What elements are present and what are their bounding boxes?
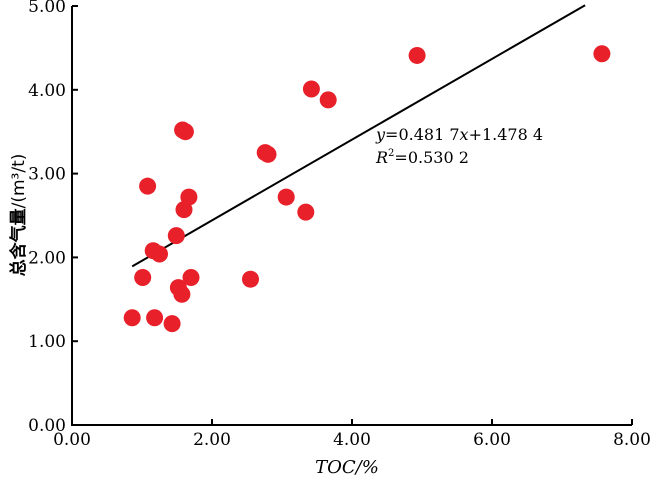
data-point bbox=[134, 269, 152, 287]
x-tick-label: 4.00 bbox=[333, 430, 371, 450]
data-point bbox=[139, 177, 157, 195]
y-axis-label: 总含气量/(m³/t) bbox=[8, 154, 29, 277]
data-point bbox=[297, 203, 315, 221]
fit-line bbox=[131, 4, 586, 268]
data-point bbox=[259, 145, 277, 163]
x-axis-label: TOC/% bbox=[315, 457, 379, 478]
regression-equation: y=0.481 7x+1.478 4 bbox=[375, 125, 543, 144]
eq-part1: =0.481 7 bbox=[385, 125, 459, 144]
eq-y-var: y bbox=[375, 125, 386, 144]
data-point bbox=[277, 188, 295, 206]
data-point bbox=[408, 46, 426, 64]
x-tick-label: 6.00 bbox=[473, 430, 511, 450]
y-tick-label: 1.00 bbox=[28, 332, 66, 352]
eq-x-var: x bbox=[460, 125, 469, 144]
y-tick-label: 2.00 bbox=[28, 248, 66, 268]
y-axis-label-main: 总含气量 bbox=[8, 208, 29, 276]
x-tick-label: 8.00 bbox=[613, 430, 650, 450]
r-value: =0.530 2 bbox=[394, 148, 468, 167]
data-point bbox=[167, 227, 185, 245]
y-tick-label: 3.00 bbox=[28, 165, 66, 185]
x-tick-label: 2.00 bbox=[193, 430, 231, 450]
data-point bbox=[163, 315, 181, 333]
y-axis-label-unit: /(m³/t) bbox=[9, 154, 29, 209]
data-point bbox=[242, 270, 259, 288]
data-point bbox=[151, 245, 168, 263]
data-point bbox=[182, 269, 200, 287]
data-point bbox=[123, 309, 141, 327]
data-point bbox=[593, 45, 611, 63]
r-sup: 2 bbox=[388, 148, 394, 159]
data-point bbox=[319, 91, 337, 109]
y-tick-label: 5.00 bbox=[28, 0, 66, 17]
eq-part2: +1.478 4 bbox=[469, 125, 543, 144]
x-tick-label: 0.00 bbox=[53, 430, 91, 450]
r-squared: R2=0.530 2 bbox=[375, 148, 469, 167]
data-point bbox=[302, 80, 320, 98]
data-point bbox=[180, 188, 198, 206]
data-point bbox=[173, 285, 191, 303]
y-tick-label: 0.00 bbox=[28, 416, 66, 436]
data-point bbox=[146, 309, 164, 327]
r-var: R bbox=[375, 148, 388, 167]
data-point bbox=[176, 123, 194, 141]
y-tick-label: 4.00 bbox=[28, 81, 66, 101]
